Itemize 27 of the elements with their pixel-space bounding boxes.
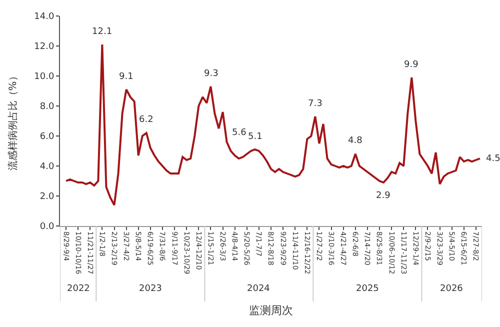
data-label: 9.9 [404, 60, 419, 70]
line-series [65, 44, 481, 206]
y-tick-label: 14.0 [34, 12, 54, 22]
data-label: 12.1 [92, 27, 112, 37]
x-axis-title: 监测周次 [249, 304, 293, 318]
y-tick-label: 2.0 [40, 192, 54, 202]
data-label: 9.3 [204, 69, 218, 79]
text: 2025 [356, 284, 379, 294]
data-label: 4.5 [486, 154, 500, 164]
text: 2022 [67, 284, 90, 294]
y-tick-label: 6.0 [40, 132, 54, 142]
text: 2024 [247, 284, 270, 294]
y-tick-label: 4.0 [40, 162, 54, 172]
y-axis-title: 流感样病例占比（%） [7, 71, 20, 171]
text: 2023 [139, 284, 162, 294]
y-tick-label: 8.0 [40, 102, 54, 112]
data-label: 2.9 [376, 191, 391, 201]
y-tick-label: 0.0 [40, 222, 54, 232]
data-label: 6.2 [139, 115, 154, 125]
data-label: 9.1 [119, 72, 134, 82]
data-label: 5.6 [232, 128, 247, 138]
y-tick-label: 10.0 [34, 72, 54, 82]
text: 2026 [440, 284, 464, 294]
data-label: 4.8 [348, 136, 363, 146]
y-tick-label: 12.0 [34, 42, 54, 52]
data-label: 5.1 [248, 132, 262, 142]
data-label: 7.3 [308, 99, 322, 109]
